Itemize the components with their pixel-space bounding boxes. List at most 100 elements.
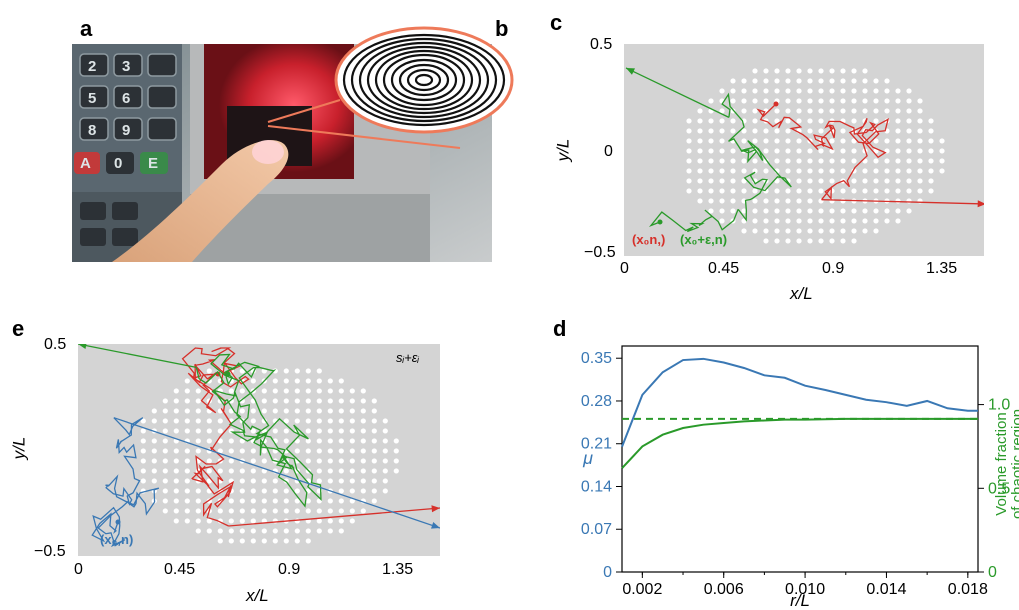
panel-d-xlabel: r/L (790, 591, 810, 610)
scatterer-dot (697, 148, 703, 154)
scatterer-dot (195, 388, 201, 394)
svg-text:3: 3 (122, 58, 130, 75)
scatterer-dot (796, 178, 802, 184)
scatterer-dot (741, 108, 747, 114)
panel-e-ylabel: y/L (9, 436, 29, 460)
svg-text:A: A (80, 155, 91, 172)
scatterer-dot (294, 378, 300, 384)
scatterer-dot (785, 218, 791, 224)
mu-series-line (621, 357, 978, 448)
scatterer-dot (807, 88, 813, 94)
scatterer-dot (939, 148, 945, 154)
panel-d-ylabel-right-1: Volume fraction (993, 412, 1010, 515)
scatterer-dot (851, 138, 857, 144)
scatterer-dot (829, 228, 835, 234)
scatterer-dot (371, 418, 377, 424)
scatterer-dot (928, 178, 934, 184)
scatterer-dot (906, 118, 912, 124)
scatterer-dot (851, 118, 857, 124)
scatterer-dot (349, 418, 355, 424)
scatterer-dot (884, 108, 890, 114)
scatterer-dot (895, 118, 901, 124)
scatterer-dot (217, 528, 223, 534)
scatterer-dot (807, 188, 813, 194)
panel-letter-e: e (12, 316, 25, 341)
scatterer-dot (697, 108, 703, 114)
scatterer-dot (327, 448, 333, 454)
scatterer-dot (763, 78, 769, 84)
scatterer-dot (785, 158, 791, 164)
scatterer-dot (708, 128, 714, 134)
scatterer-dot (873, 78, 879, 84)
scatterer-dot (338, 378, 344, 384)
volume-fraction-series-line (621, 417, 978, 469)
scatterer-dot (752, 208, 758, 214)
scatterer-dot (730, 178, 736, 184)
scatterer-dot (774, 158, 780, 164)
scatterer-dot (862, 78, 868, 84)
scatterer-dot (272, 378, 278, 384)
scatterer-dot (283, 398, 289, 404)
scatterer-dot (851, 88, 857, 94)
scatterer-dot (763, 208, 769, 214)
scatterer-dot (763, 238, 769, 244)
scatterer-dot (741, 158, 747, 164)
panel-letter-c: c (550, 10, 563, 35)
panel-d-ylabel-right-2: of chaotic region (1009, 409, 1019, 519)
scatterer-dot (807, 118, 813, 124)
scatterer-dot (283, 438, 289, 444)
scatterer-dot (272, 498, 278, 504)
scatterer-dot (818, 168, 824, 174)
scatterer-dot (763, 168, 769, 174)
scatterer-dot (873, 138, 879, 144)
scatterer-dot (719, 128, 725, 134)
y-left-tick-label: 0.35 (581, 350, 612, 367)
scatterer-dot (250, 488, 256, 494)
scatterer-dot (283, 528, 289, 534)
scatterer-dot (217, 438, 223, 444)
scatterer-dot (719, 118, 725, 124)
scatterer-dot (349, 478, 355, 484)
scatterer-dot (873, 208, 879, 214)
y-left-tick-label: 0.14 (581, 478, 612, 495)
svg-text:E: E (148, 155, 158, 172)
scatterer-dot (719, 88, 725, 94)
scatterer-dot (316, 368, 322, 374)
scatterer-dot (294, 408, 300, 414)
scatterer-dot (162, 418, 168, 424)
scatterer-dot (283, 488, 289, 494)
scatterer-dot (840, 218, 846, 224)
scatterer-dot (151, 468, 157, 474)
scatterer-dot (239, 388, 245, 394)
scatterer-dot (206, 418, 212, 424)
scatterer-dot (195, 448, 201, 454)
trajectory-green-exit (625, 67, 730, 118)
scatterer-dot (316, 448, 322, 454)
scatterer-dot (228, 448, 234, 454)
panel-c-xtick-1: 0.45 (708, 260, 740, 277)
scatterer-dot (261, 408, 267, 414)
scatterer-dot (239, 368, 245, 374)
scatterer-dot (763, 98, 769, 104)
scatterer-dot (818, 118, 824, 124)
panel-e-xlabel: x/L (246, 586, 269, 605)
scatterer-dot (239, 408, 245, 414)
scatterer-dot (217, 508, 223, 514)
scatterer-dot (360, 478, 366, 484)
scatterer-dot (752, 128, 758, 134)
scatterer-dot (327, 418, 333, 424)
scatterer-dot (173, 408, 179, 414)
scatterer-dot (294, 458, 300, 464)
scatterer-dot (371, 488, 377, 494)
scatterer-dot (796, 148, 802, 154)
scatterer-dot (829, 88, 835, 94)
scatterer-dot (228, 528, 234, 534)
scatterer-dot (261, 498, 267, 504)
scatterer-dot (162, 458, 168, 464)
scatterer-dot (686, 168, 692, 174)
scatterer-dot (382, 428, 388, 434)
scatterer-dot (873, 228, 879, 234)
scatterer-dot (338, 448, 344, 454)
scatterer-dot (928, 188, 934, 194)
scatterer-dot (393, 458, 399, 464)
